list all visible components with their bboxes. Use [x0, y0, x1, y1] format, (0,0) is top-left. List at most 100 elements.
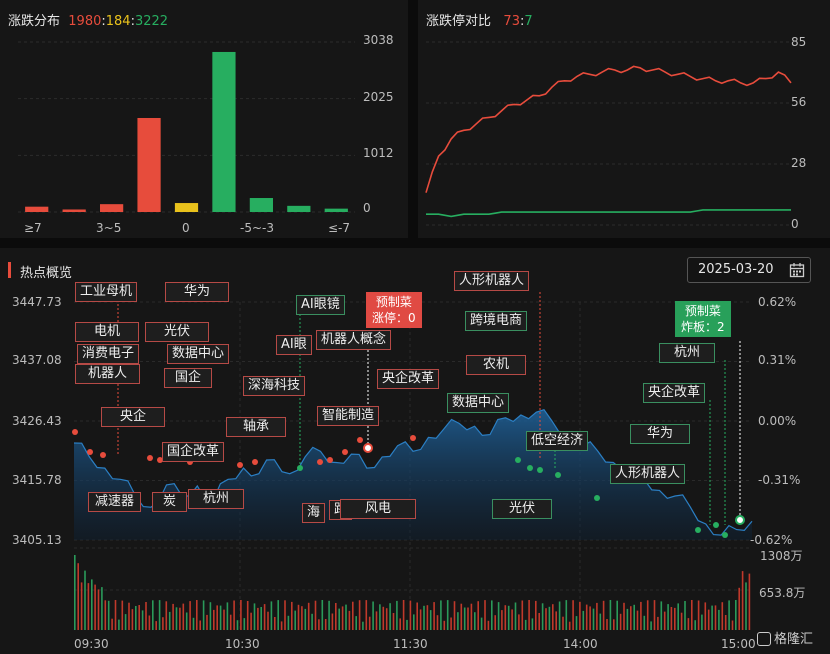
- volume-bar: [467, 607, 469, 630]
- callout-limit-up[interactable]: 预制菜 涨停：0: [366, 292, 422, 328]
- volume-bar: [162, 617, 164, 630]
- volume-bar: [463, 607, 466, 630]
- price-tick: 3437.08: [12, 353, 62, 367]
- concept-tag[interactable]: 央企改革: [643, 383, 706, 403]
- limit-chart: [425, 41, 792, 226]
- flat-count: 184: [105, 14, 131, 29]
- dist-x-tick: ≤-7: [328, 221, 351, 235]
- volume-bar: [280, 621, 283, 630]
- concept-tag[interactable]: 智能制造: [317, 406, 380, 426]
- concept-tag[interactable]: 风电: [340, 499, 417, 519]
- volume-bar: [168, 611, 171, 630]
- volume-bar: [84, 570, 86, 630]
- volume-bar: [260, 607, 262, 630]
- volume-bar: [148, 615, 151, 630]
- dist-y-tick: 1012: [363, 146, 394, 160]
- volume-bar: [555, 611, 557, 630]
- volume-bar: [613, 619, 615, 630]
- limit-title-text: 涨跌停对比: [426, 14, 492, 29]
- concept-tag[interactable]: 机器人概念: [316, 330, 392, 350]
- volume-bar: [274, 617, 276, 630]
- concept-tag[interactable]: 杭州: [188, 489, 245, 509]
- limit-title: 涨跌停对比 73:7: [426, 10, 533, 29]
- concept-tag[interactable]: 机器人: [75, 364, 141, 384]
- concept-tag[interactable]: 轴承: [226, 417, 287, 437]
- volume-bar: [128, 602, 130, 630]
- volume-bar: [246, 601, 249, 630]
- concept-tag[interactable]: 人形机器人: [610, 464, 686, 484]
- volume-bar: [585, 604, 588, 630]
- volume-bar: [216, 605, 218, 630]
- distribution-title-text: 涨跌分布: [8, 14, 61, 29]
- concept-tag[interactable]: 杭州: [659, 343, 716, 363]
- volume-bar: [233, 600, 235, 630]
- concept-tag[interactable]: 光伏: [492, 499, 553, 519]
- callout-broken-limit[interactable]: 预制菜 炸板：2: [675, 301, 731, 337]
- volume-bar: [250, 612, 252, 630]
- volume-bar: [277, 600, 279, 630]
- concept-tag[interactable]: 跨境电商: [465, 311, 528, 331]
- volume-bar: [707, 609, 710, 630]
- volume-bar: [213, 609, 215, 630]
- volume-bar: [524, 619, 527, 630]
- volume-bar: [87, 583, 90, 630]
- concept-tag[interactable]: 人形机器人: [454, 271, 530, 291]
- concept-tag[interactable]: 央企: [101, 407, 166, 427]
- volume-bar: [674, 607, 676, 630]
- callout-line: 涨停：0: [372, 311, 416, 325]
- event-dot: [147, 455, 153, 461]
- volume-bar: [694, 620, 696, 630]
- volume-bar: [623, 602, 625, 630]
- concept-tag[interactable]: AI眼镜: [296, 295, 345, 315]
- concept-tag[interactable]: 减速器: [88, 492, 142, 512]
- volume-bar: [589, 606, 591, 630]
- event-dot: [157, 457, 163, 463]
- volume-bar: [640, 601, 642, 630]
- volume-bar: [548, 606, 551, 630]
- concept-tag[interactable]: 光伏: [145, 322, 210, 342]
- concept-tag[interactable]: 国企: [164, 368, 213, 388]
- volume-bar: [701, 614, 703, 630]
- volume-bar: [667, 604, 669, 630]
- volume-bar: [284, 600, 286, 630]
- concept-tag[interactable]: 炭: [152, 492, 188, 512]
- concept-tag[interactable]: 消费电子: [77, 344, 140, 364]
- concept-tag[interactable]: 国企改革: [162, 442, 225, 462]
- event-dot: [722, 532, 728, 538]
- volume-bar: [338, 608, 340, 630]
- concept-tag[interactable]: 农机: [466, 355, 527, 375]
- volume-bar: [368, 616, 371, 630]
- volume-bar: [487, 620, 490, 630]
- concept-tag[interactable]: 央企改革: [377, 369, 440, 389]
- concept-tag[interactable]: 工业母机: [75, 282, 138, 302]
- volume-bar: [80, 582, 83, 630]
- dist-y-tick: 2025: [363, 90, 394, 104]
- volume-bar: [111, 618, 113, 630]
- concept-tag[interactable]: 华为: [630, 424, 691, 444]
- concept-tag[interactable]: 数据中心: [167, 344, 230, 364]
- distribution-title: 涨跌分布 1980:184:3222: [8, 10, 168, 29]
- concept-tag[interactable]: AI眼: [276, 335, 312, 355]
- calendar-icon[interactable]: [789, 262, 805, 278]
- concept-tag[interactable]: 电机: [75, 322, 140, 342]
- event-dot: [87, 449, 93, 455]
- volume-bar: [97, 589, 100, 630]
- concept-tag[interactable]: 数据中心: [447, 393, 510, 413]
- volume-bar: [433, 602, 435, 630]
- volume-bar: [379, 604, 381, 630]
- volume-bar: [324, 619, 327, 630]
- bar: [324, 208, 348, 212]
- concept-tag[interactable]: 海: [302, 503, 326, 523]
- volume-bar: [121, 600, 124, 630]
- volume-bar: [531, 618, 534, 630]
- concept-tag[interactable]: 低空经济: [526, 431, 589, 451]
- hotspot-title: 热点概览: [20, 262, 72, 281]
- event-dot: [515, 457, 521, 463]
- volume-bar: [314, 600, 317, 630]
- date-picker[interactable]: 2025-03-20: [687, 257, 811, 283]
- concept-tag[interactable]: 华为: [165, 282, 230, 302]
- volume-bar: [291, 601, 293, 630]
- concept-tag[interactable]: 深海科技: [243, 376, 306, 396]
- up-limit-count: 73: [503, 14, 520, 29]
- volume-bar: [677, 603, 679, 630]
